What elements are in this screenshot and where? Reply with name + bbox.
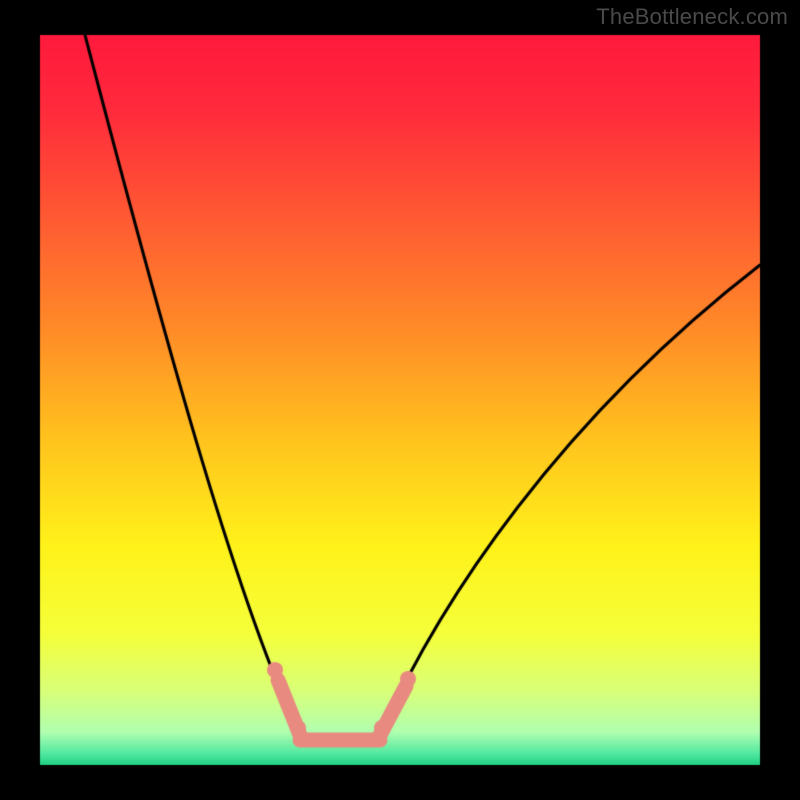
watermark-text: TheBottleneck.com [596,4,788,30]
bottleneck-chart [0,0,800,800]
